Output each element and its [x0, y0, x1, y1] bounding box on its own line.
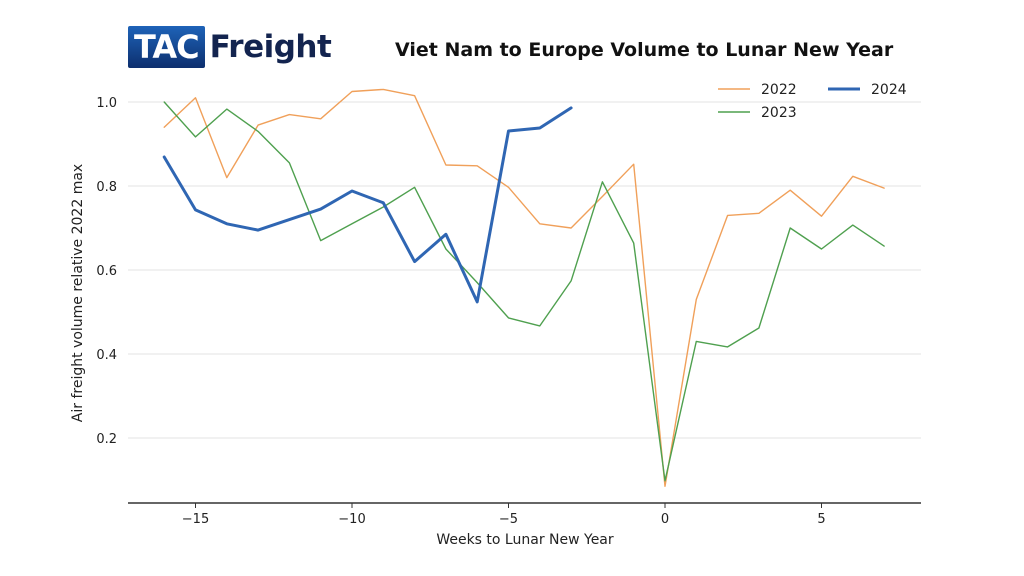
logo-text: Freight [209, 29, 332, 65]
x-tick-label: 5 [817, 512, 825, 527]
x-tick-label: −15 [182, 512, 209, 527]
grid-lines [128, 101, 921, 439]
series-line-2022 [163, 88, 885, 487]
x-tick-label: −5 [499, 512, 518, 527]
x-axis-label: Weeks to Lunar New Year [436, 532, 614, 548]
series-lines [162, 88, 885, 487]
y-tick-label: 0.6 [96, 264, 117, 279]
logo-box: TAC [128, 26, 205, 68]
x-axis: −15 −10 −5 0 5 [128, 502, 921, 527]
y-tick-label: 0.8 [96, 180, 117, 195]
y-tick-labels: 0.2 0.4 0.6 0.8 1.0 [96, 96, 117, 447]
legend-label-2022: 2022 [761, 82, 797, 98]
tac-freight-logo: TAC Freight [128, 26, 332, 68]
legend-label-2024: 2024 [871, 82, 907, 98]
x-tick-label: 0 [661, 512, 669, 527]
chart-title: Viet Nam to Europe Volume to Lunar New Y… [395, 39, 894, 61]
y-axis-label: Air freight volume relative 2022 max [70, 164, 86, 422]
x-tick-label: −10 [338, 512, 365, 527]
y-tick-label: 0.2 [96, 432, 117, 447]
y-tick-label: 1.0 [96, 96, 117, 111]
y-tick-label: 0.4 [96, 348, 117, 363]
series-line-2024 [162, 106, 573, 304]
series-line-2023 [163, 101, 885, 482]
legend: 2022 2024 2023 [718, 82, 907, 121]
legend-label-2023: 2023 [761, 105, 797, 121]
